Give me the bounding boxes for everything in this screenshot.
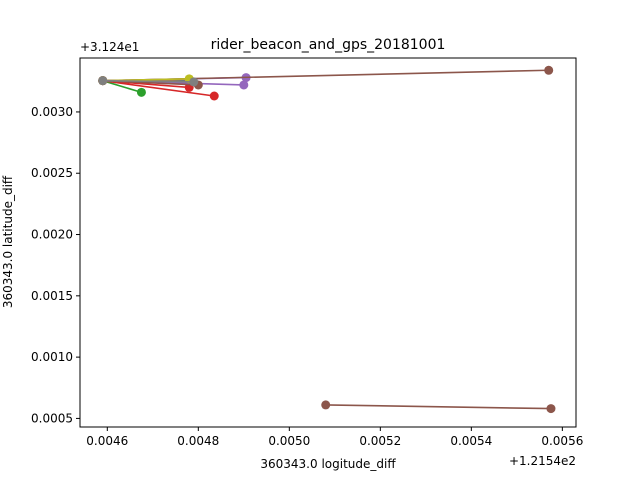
- y-tick-label: 0.0030: [31, 105, 73, 119]
- data-point: [98, 76, 108, 86]
- series-line: [102, 79, 215, 97]
- series-line: [325, 404, 551, 410]
- data-point: [544, 65, 554, 75]
- x-tick-label: 0.0050: [268, 434, 310, 448]
- plot-area: [80, 58, 576, 427]
- y-tick-label: 0.0015: [31, 289, 73, 303]
- y-tick-label: 0.0010: [31, 350, 73, 364]
- series-11: [98, 76, 199, 87]
- y-axis-offset: +3.124e1: [80, 40, 139, 54]
- x-tick-label: 0.0054: [450, 434, 492, 448]
- plot-frame: [79, 57, 577, 428]
- series-9: [321, 400, 556, 414]
- y-tick-label: 0.0020: [31, 228, 73, 242]
- x-tick-label: 0.0048: [177, 434, 219, 448]
- x-axis-ticks: 0.0046 0.0048 0.0050 0.0052 0.0054 0.0056: [86, 427, 583, 448]
- data-point: [321, 400, 331, 410]
- x-tick-label: 0.0056: [541, 434, 583, 448]
- x-axis-label: 360343.0 logitude_diff: [260, 457, 396, 471]
- y-tick-label: 0.0025: [31, 166, 73, 180]
- series-line: [102, 79, 142, 94]
- data-point: [239, 80, 249, 90]
- y-tick-label: 0.0005: [31, 411, 73, 425]
- x-tick-label: 0.0052: [359, 434, 401, 448]
- series-layer: [98, 65, 556, 414]
- x-tick-label: 0.0046: [86, 434, 128, 448]
- data-point: [189, 77, 199, 87]
- x-axis-offset: +1.2154e2: [509, 454, 576, 468]
- y-axis-ticks: 0.0005 0.0010 0.0015 0.0020 0.0025 0.0030: [31, 105, 80, 425]
- y-axis-label: 360343.0 latitude_diff: [1, 175, 15, 308]
- data-point: [136, 87, 146, 97]
- data-point: [209, 91, 219, 101]
- series-line: [102, 79, 194, 83]
- data-point: [546, 404, 556, 414]
- chart-title: rider_beacon_and_gps_20181001: [211, 37, 446, 53]
